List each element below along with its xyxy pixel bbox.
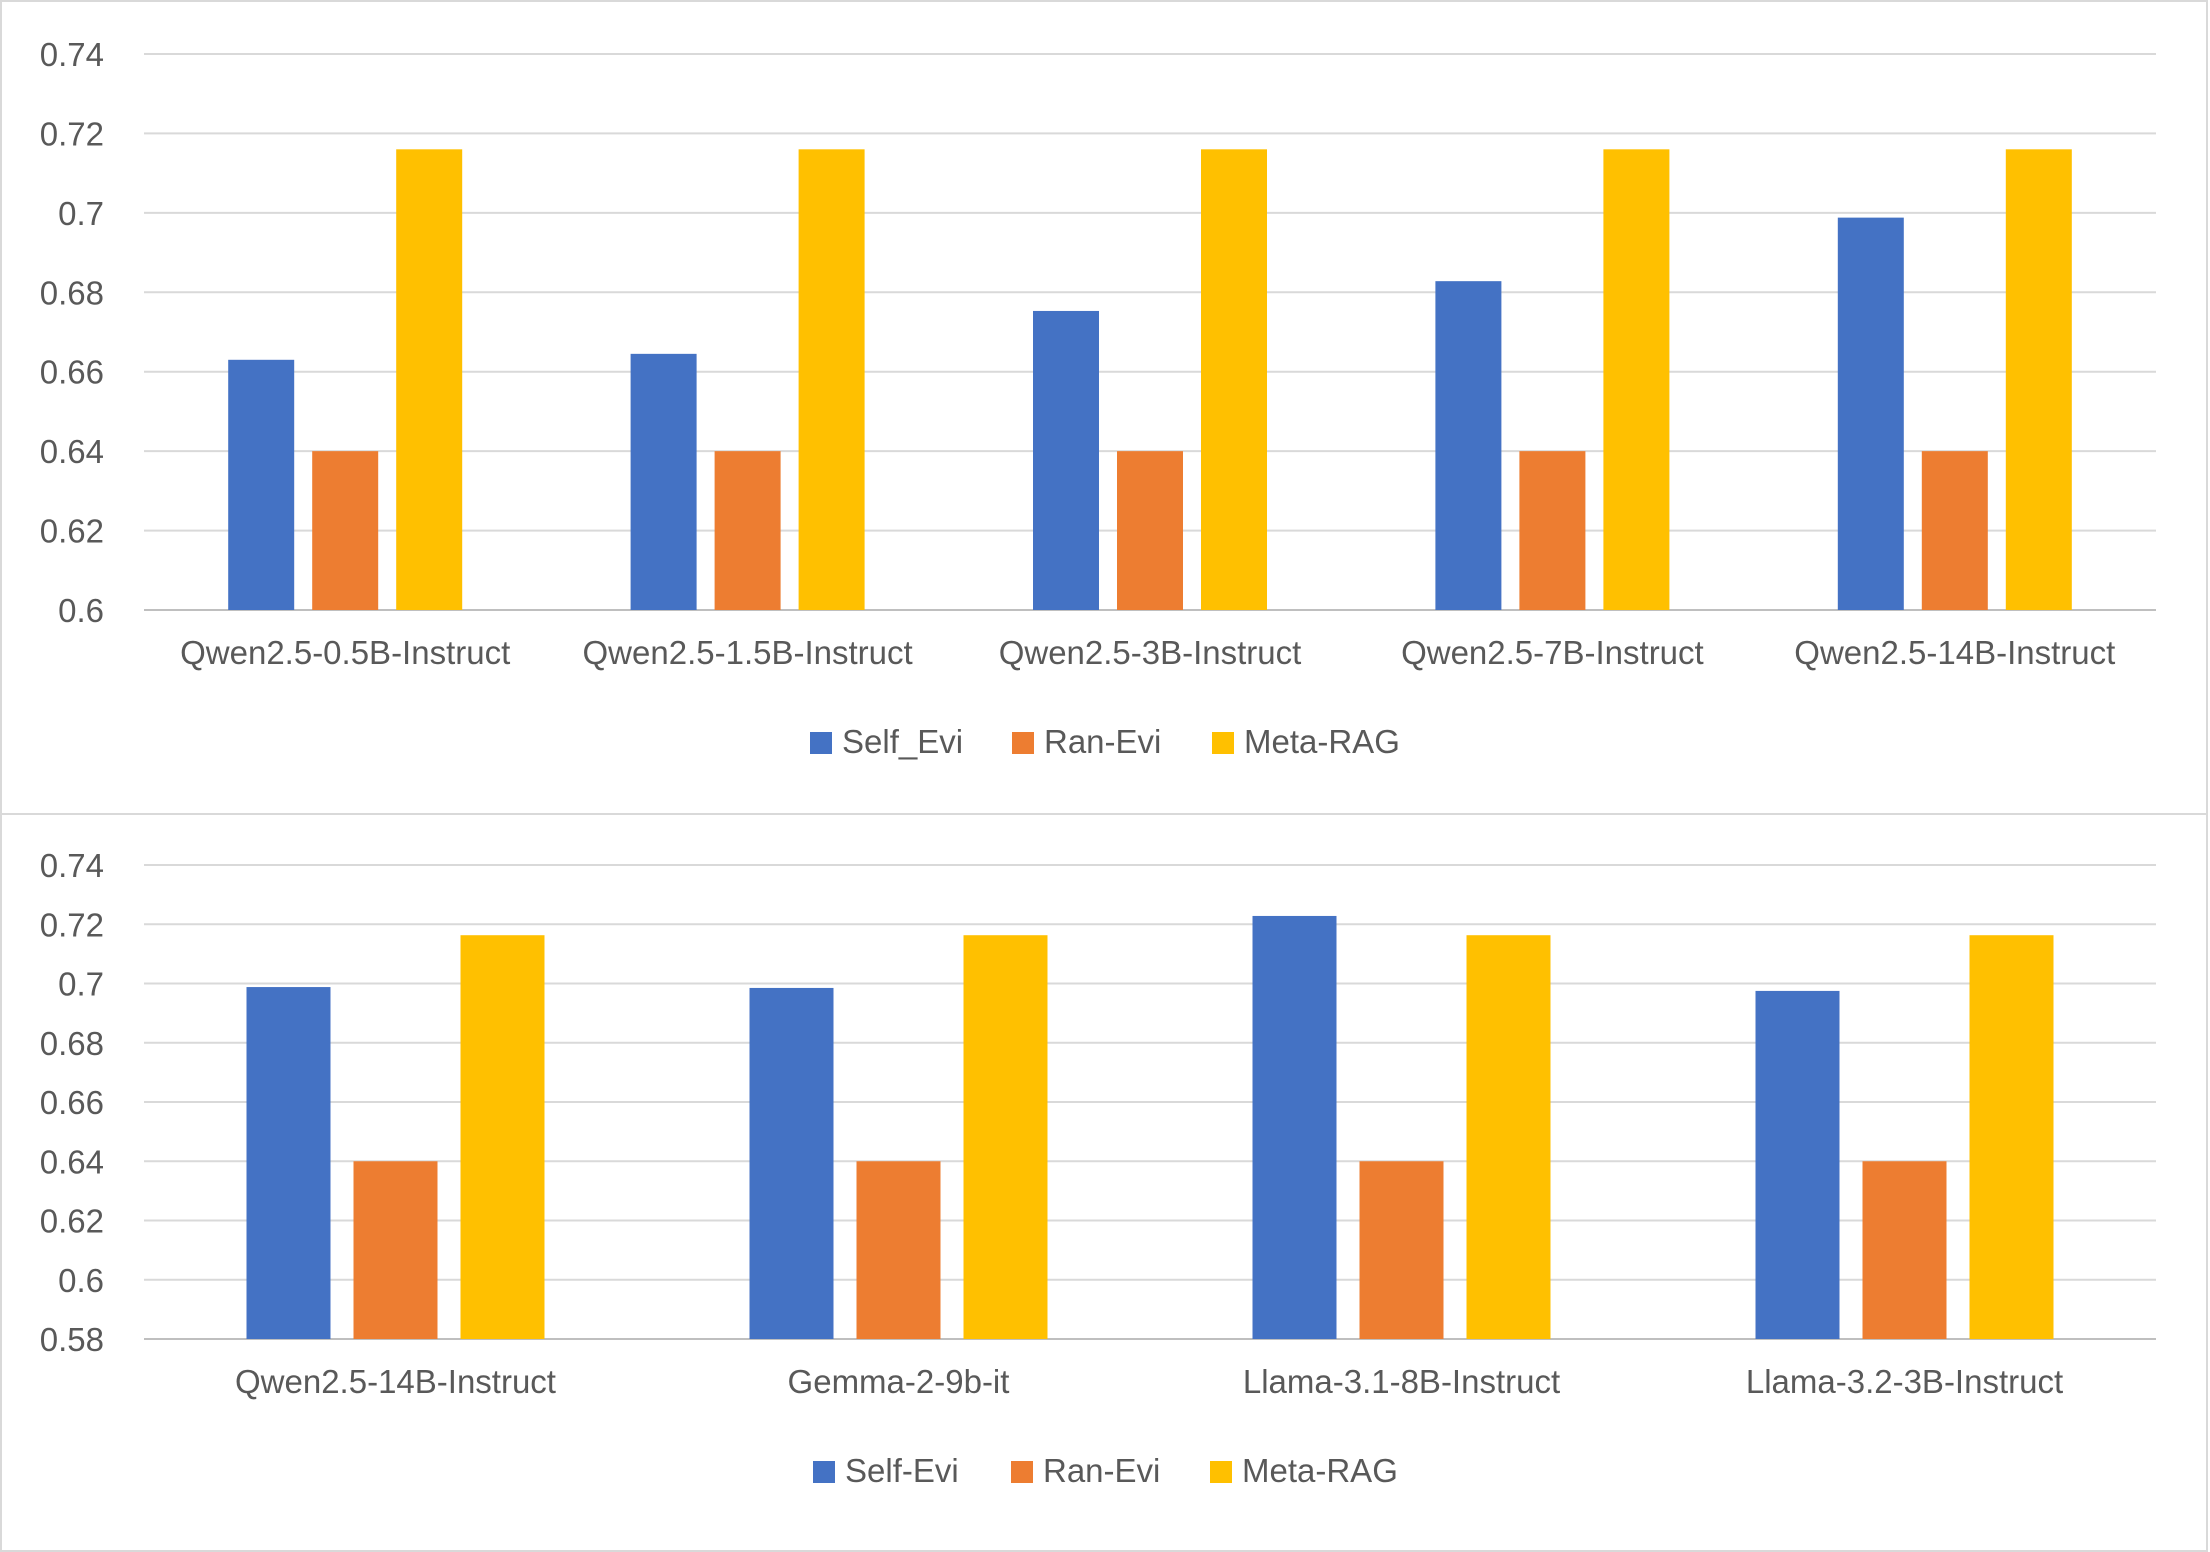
legend-label: Self_Evi (842, 723, 963, 760)
top-bar-chart: 0.6 0.62 0.64 0.66 0.68 0.7 0.72 0.74 Qwen2.5-0.… (40, 36, 2156, 760)
bar-ran-evi (1862, 1161, 1947, 1339)
bar-meta-rag (963, 935, 1048, 1339)
x-category-label: Qwen2.5-3B-Instruct (999, 634, 1302, 671)
x-category-label: Qwen2.5-0.5B-Instruct (180, 634, 510, 671)
bar-meta-rag (798, 149, 865, 611)
legend-swatch (1212, 732, 1234, 754)
bar-meta-rag (396, 149, 463, 611)
bar-self-evi (1837, 217, 1904, 610)
legend-swatch (1012, 732, 1034, 754)
y-tick-label: 0.66 (40, 1084, 104, 1121)
x-category-label: Gemma-2-9b-it (788, 1363, 1010, 1400)
legend-label: Meta-RAG (1244, 723, 1400, 760)
legend-swatch (813, 1461, 835, 1483)
y-tick-label: 0.68 (40, 1025, 104, 1062)
y-tick-label: 0.58 (40, 1321, 104, 1358)
x-category-label: Qwen2.5-7B-Instruct (1401, 634, 1704, 671)
y-tick-label: 0.7 (58, 966, 104, 1003)
bar-self-evi (1033, 310, 1099, 610)
y-tick-label: 0.64 (40, 433, 104, 470)
legend-label: Ran-Evi (1044, 723, 1161, 760)
bar-ran-evi (353, 1161, 438, 1339)
bar-meta-rag (1603, 149, 1670, 611)
bottom-chart-panel: 0.58 0.6 0.62 0.64 0.66 0.68 0.7 0.72 0.74 Qwen2.… (0, 813, 2208, 1552)
x-category-label: Qwen2.5-1.5B-Instruct (583, 634, 913, 671)
y-tick-label: 0.6 (58, 592, 104, 629)
bar-self-evi (246, 987, 331, 1339)
legend-swatch (1011, 1461, 1033, 1483)
legend-swatch (1210, 1461, 1232, 1483)
bar-ran-evi (714, 451, 781, 610)
bar-self-evi (749, 987, 834, 1339)
bar-ran-evi (1519, 451, 1586, 610)
bar-meta-rag (1466, 935, 1551, 1339)
legend-label: Ran-Evi (1043, 1452, 1160, 1489)
bar-self-evi (1755, 990, 1840, 1339)
top-chart-panel: 0.6 0.62 0.64 0.66 0.68 0.7 0.72 0.74 Qwen2.5-0.… (0, 0, 2208, 815)
y-tick-label: 0.6 (58, 1262, 104, 1299)
legend-label: Self-Evi (845, 1452, 959, 1489)
bottom-bar-chart: 0.58 0.6 0.62 0.64 0.66 0.68 0.7 0.72 0.74 Qwen2.… (40, 847, 2156, 1489)
bar-ran-evi (1117, 451, 1183, 610)
bar-self-evi (1435, 281, 1502, 610)
bar-self-evi (1252, 915, 1337, 1339)
bar-ran-evi (312, 451, 379, 610)
y-tick-label: 0.62 (40, 513, 104, 550)
bar-meta-rag (460, 935, 545, 1339)
x-category-label: Qwen2.5-14B-Instruct (235, 1363, 556, 1400)
legend-swatch (810, 732, 832, 754)
y-tick-label: 0.64 (40, 1143, 104, 1180)
y-tick-label: 0.62 (40, 1203, 104, 1240)
y-tick-label: 0.74 (40, 847, 104, 884)
legend-label: Meta-RAG (1242, 1452, 1398, 1489)
bar-ran-evi (1921, 451, 1988, 610)
x-category-label: Llama-3.2-3B-Instruct (1746, 1363, 2063, 1400)
bar-meta-rag (2005, 149, 2072, 611)
bar-self-evi (630, 353, 697, 610)
bar-self-evi (228, 359, 295, 610)
bar-ran-evi (856, 1161, 941, 1339)
y-tick-label: 0.68 (40, 274, 104, 311)
y-tick-label: 0.72 (40, 906, 104, 943)
bar-ran-evi (1359, 1161, 1444, 1339)
y-tick-label: 0.7 (58, 195, 104, 232)
x-category-label: Llama-3.1-8B-Instruct (1243, 1363, 1560, 1400)
y-tick-label: 0.74 (40, 36, 104, 73)
x-category-label: Qwen2.5-14B-Instruct (1794, 634, 2115, 671)
bar-meta-rag (1201, 149, 1267, 611)
y-tick-label: 0.72 (40, 115, 104, 152)
y-tick-label: 0.66 (40, 354, 104, 391)
bar-meta-rag (1969, 935, 2054, 1339)
